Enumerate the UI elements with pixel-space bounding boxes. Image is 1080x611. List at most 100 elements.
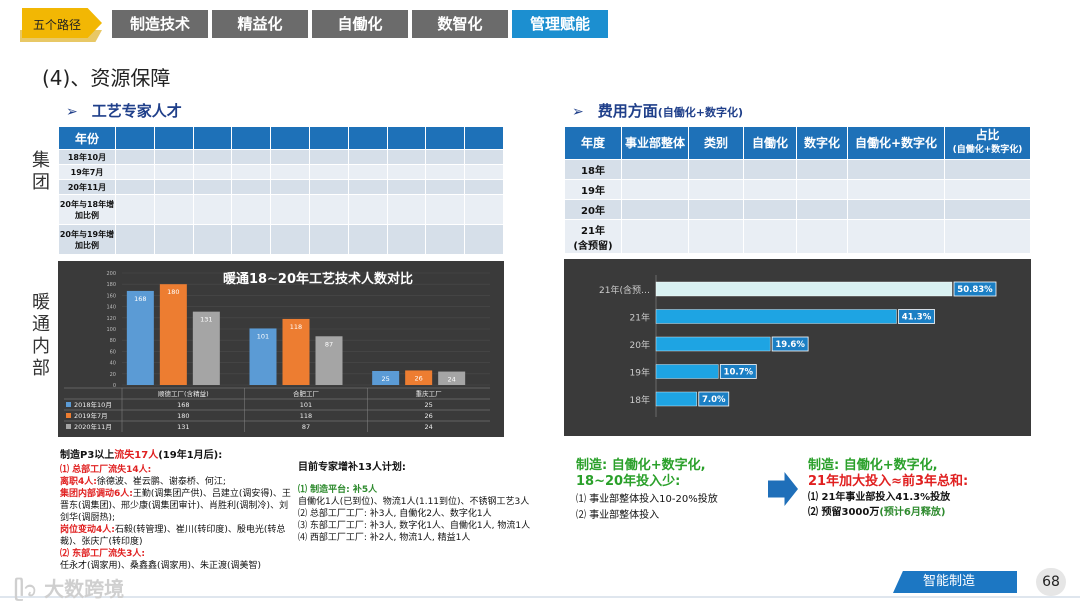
table-header-row: 年度 事业部整体 类别 自働化 数字化 自働化+数字化 占比 (自働化+数字化) (564, 126, 1031, 160)
table-value: 131 (177, 423, 189, 431)
header-ratio-sub: (自働化+数字化) (952, 145, 1023, 155)
bar-value-label: 101 (257, 332, 269, 340)
bar (405, 370, 433, 385)
table-row: 21年 (含预留) (564, 219, 1031, 254)
attrition-notes: 制造P3以上流失17人(19年1月后): ⑴ 总部工厂流失14人: 离职4人:徐… (60, 450, 296, 572)
header-category: 类别 (688, 126, 744, 160)
table-header-cell (270, 126, 310, 150)
y-tick-label: 0 (113, 383, 116, 389)
table-value: 87 (302, 423, 310, 431)
table-header-cell (386, 126, 427, 150)
tab-lean[interactable]: 精益化 (212, 10, 308, 38)
section-title: (4)、资源保障 (42, 66, 171, 90)
table-header-cell (115, 126, 155, 150)
y-tick-label: 20 (110, 372, 116, 378)
note-line: 岗位变动4人:石毅(转管理)、崔川(转印度)、殷电光(转总裁)、张庆广(转印度) (60, 525, 286, 547)
attrition-count: 流失17人 (114, 450, 159, 461)
table-row: 19年7月 (58, 164, 504, 180)
table-header-cell (231, 126, 272, 150)
row-label: 18年10月 (58, 149, 116, 165)
cost-note-line: ⑴ 21年事业部投入41.3%投放 (808, 492, 951, 503)
right-subtitle-text: 费用方面 (597, 102, 658, 120)
bar-value-label: 19.6% (775, 340, 805, 350)
table-row: 18年10月 (58, 149, 504, 165)
right-subtitle: ➢ 费用方面(自働化+数字化) (572, 100, 743, 121)
table-header-cell (192, 126, 233, 150)
note-line: 集团内部调动6人:王勤(调集团产供)、吕建立(调安得)、王晋东(调集团)、邢少康… (60, 489, 291, 523)
bar-value-label: 26 (415, 374, 423, 382)
chart-title: 暖通18~20年工艺技术人数对比 (223, 271, 413, 287)
y-tick-label: 80 (110, 338, 116, 344)
category-label: 20年 (630, 339, 650, 351)
bar (159, 284, 187, 385)
y-tick-label: 120 (106, 316, 116, 322)
legend-label: 2019年7月 (74, 411, 108, 420)
table-row: 19年 (564, 179, 1031, 200)
bar (655, 309, 897, 324)
bar-value-label: 168 (134, 295, 146, 303)
bar-value-label: 24 (448, 376, 456, 384)
table-header-row: 年份 (58, 126, 504, 150)
tab-digital[interactable]: 数智化 (412, 10, 508, 38)
bar (192, 311, 220, 385)
hq-attrition: ⑴ 总部工厂流失14人: (60, 465, 152, 475)
row-label: 18年 (564, 159, 622, 180)
hvac-label: 暖通内部 (32, 292, 50, 379)
legend-swatch (66, 413, 71, 418)
category-label: 重庆工厂 (416, 389, 443, 398)
category-label: 顺德工厂(含精益) (158, 389, 209, 398)
y-tick-label: 180 (106, 282, 116, 288)
plan-line: ⑷ 西部工厂工厂: 补2人, 物流1人, 精益1人 (298, 533, 471, 543)
note-line: 离职4人:徐德波、崔云鹏、谢泰桥、何江; (60, 477, 226, 487)
cost-note-title: 18~20年投入少: (576, 474, 681, 489)
category-label: 19年 (630, 367, 650, 379)
cost-chart-content: 21年(含预… 50.83% 21年 41.3% 20年 19.6% 19年 10.7% 18年… (599, 275, 997, 417)
y-tick-label: 140 (106, 305, 116, 311)
row-label: 19年 (564, 179, 622, 200)
bar-label-box (698, 391, 730, 407)
table-row: 20年与19年增加比例 (58, 224, 504, 255)
arrow-right-icon (768, 472, 798, 506)
east-attrition: ⑵ 东部工厂流失3人: (60, 549, 145, 559)
expert-plan: 目前专家增补13人计划: ⑴ 制造平台: 补5人 自働化1人(已到位)、物流1人… (298, 462, 538, 544)
table-header-cell (464, 126, 504, 150)
talent-table: 年份 18年10月 19年7月 20年11月 20年与18年增加比例 20年与1… (58, 126, 504, 255)
table-value: 168 (177, 401, 189, 409)
category-label: 合肥工厂 (293, 389, 320, 398)
header-ratio: 占比 (自働化+数字化) (944, 126, 1031, 160)
header-digital: 数字化 (796, 126, 848, 160)
tab-management[interactable]: 管理赋能 (512, 10, 608, 38)
y-tick-label: 40 (110, 361, 116, 367)
legend-label: 2020年11月 (74, 422, 112, 431)
group-label: 集团 (32, 150, 50, 193)
table-value: 26 (425, 412, 433, 420)
left-subtitle-text: 工艺专家人才 (91, 102, 182, 120)
left-subtitle: ➢ 工艺专家人才 (66, 100, 182, 121)
header-automation: 自働化 (743, 126, 797, 160)
bar (315, 336, 343, 385)
cost-table: 年度 事业部整体 类别 自働化 数字化 自働化+数字化 占比 (自働化+数字化) … (564, 126, 1031, 254)
footer-tag: 智能制造 (893, 571, 1017, 593)
header-division: 事业部整体 (621, 126, 689, 160)
table-value: 25 (425, 401, 433, 409)
table-value: 118 (300, 412, 312, 420)
hvac-staff-chart: 0 20 40 60 80 100 120 140 160 180 200 暖通18~20年工艺技术人… (58, 261, 504, 437)
bar (249, 328, 277, 385)
category-label: 21年 (630, 312, 650, 324)
table-header-cell (308, 126, 349, 150)
bar-value-label: 118 (290, 323, 302, 331)
row-label: 21年 (含预留) (564, 219, 622, 254)
hvac-chart-content: 0 20 40 60 80 100 120 140 160 180 200 暖通18~20年工艺技术人… (64, 271, 490, 432)
bar-value-label: 25 (382, 375, 390, 383)
path-tag[interactable]: 五个路径 (22, 8, 102, 38)
arrow-right-icon: ➢ (572, 104, 584, 120)
tab-manufacturing-tech[interactable]: 制造技术 (112, 10, 208, 38)
tab-automation[interactable]: 自働化 (312, 10, 408, 38)
y-tick-label: 200 (106, 271, 116, 277)
cost-notes-right: 制造: 自働化+数字化, 21年加大投入≈前3年总和: ⑴ 21年事业部投入41… (808, 458, 1028, 520)
cost-note-title: 制造: 自働化+数字化, (576, 458, 706, 473)
bar (655, 364, 719, 379)
plan-line: ⑶ 东部工厂工厂: 补3人, 数字化1人、自働化1人, 物流1人 (298, 521, 531, 531)
bar (655, 391, 697, 407)
cost-note-line: ⑵ 事业部整体投入 (576, 510, 660, 521)
